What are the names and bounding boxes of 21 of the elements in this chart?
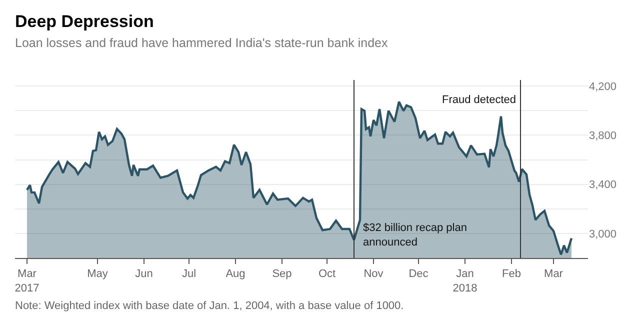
ref-line-label: $32 billion recap plan announced (363, 222, 467, 248)
chart-subtitle: Loan losses and fraud have hammered India's state-run bank index (15, 36, 389, 50)
x-tick-label: May (87, 268, 108, 280)
ref-line-label: Fraud detected (442, 94, 516, 106)
x-tick-label: Mar 2017 (14, 268, 40, 294)
x-tick-label: Jul (182, 268, 196, 280)
text: Note: Weighted index with base date of Jan. 1, 2004, with a base value of 1000. (15, 300, 404, 312)
x-tick-label: Aug (226, 268, 246, 280)
x-tick-label: Oct (318, 268, 336, 280)
x-tick-label: Nov (364, 268, 384, 280)
y-tick-label: 4,200 (589, 80, 617, 93)
x-tick-label: Feb (502, 268, 521, 280)
x-tick-label: Jun (135, 268, 153, 280)
x-tick-label: Dec (408, 268, 429, 280)
y-tick-label: 3,400 (589, 179, 617, 192)
x-tick-label: Mar (544, 268, 564, 280)
x-tick-label: Jan 2018 (452, 268, 478, 294)
y-tick-label: 3,000 (589, 228, 617, 240)
y-tick-label: 3,800 (589, 130, 617, 142)
chart-title: Deep Depression (15, 12, 154, 31)
x-tick-label: Sep (272, 268, 292, 280)
